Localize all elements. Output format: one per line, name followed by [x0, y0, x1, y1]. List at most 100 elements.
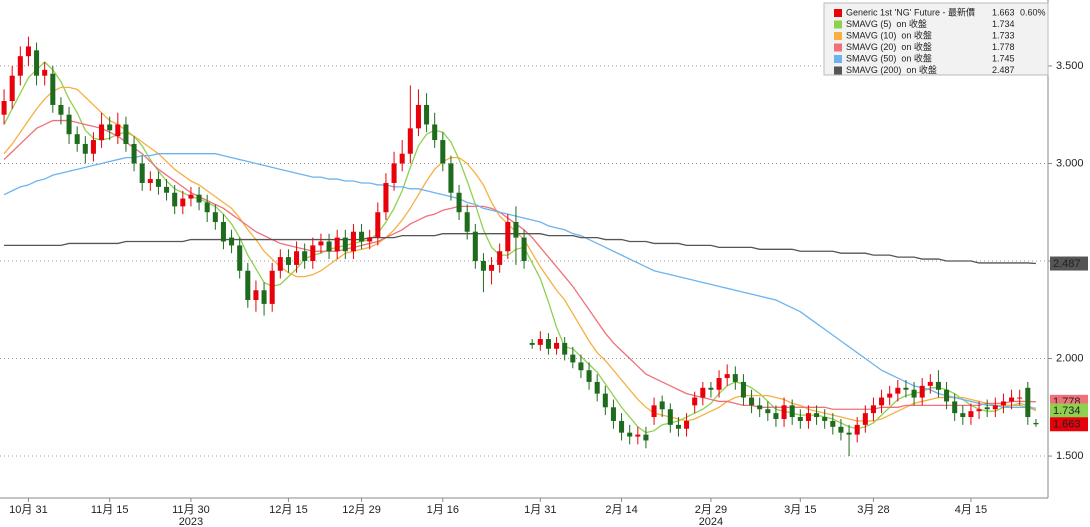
legend-label: SMAVG (20) on 收盤 — [846, 41, 932, 52]
year-label: 2024 — [699, 516, 723, 527]
legend-swatch — [834, 66, 842, 75]
candle-body — [131, 143, 137, 164]
candle-body — [781, 405, 787, 419]
value-flag-label: 1.663 — [1053, 419, 1081, 431]
candle-body — [627, 432, 633, 437]
candle-body — [180, 198, 186, 207]
candle-body — [432, 124, 438, 141]
candle-body — [1000, 401, 1006, 406]
candle-body — [830, 420, 836, 427]
candle-body — [724, 374, 730, 379]
candle-body — [74, 134, 80, 144]
candle-body — [537, 339, 543, 345]
candle-body — [237, 245, 243, 271]
candle-body — [805, 413, 811, 421]
candle-body — [1, 101, 7, 115]
candle-body — [253, 290, 259, 301]
candle-body — [123, 124, 129, 144]
value-flag-label: 2.487 — [1053, 258, 1081, 270]
candle-body — [424, 104, 430, 125]
candle-body — [318, 241, 324, 246]
ma-line — [3, 86, 1037, 422]
candle-body — [952, 401, 958, 414]
candle-body — [870, 405, 876, 414]
candle-body — [440, 140, 446, 164]
candle-body — [350, 231, 356, 252]
candle-body — [854, 424, 860, 435]
candle-body — [732, 374, 738, 382]
candle-body — [139, 163, 145, 183]
candle-body — [554, 342, 560, 349]
candle-body — [399, 153, 405, 164]
candle-body — [968, 411, 974, 418]
candle-body — [895, 387, 901, 394]
candle-body — [172, 192, 178, 207]
candle-body — [944, 389, 950, 402]
candle-body — [814, 413, 820, 418]
candle-body — [619, 420, 625, 433]
legend-label: Generic 1st 'NG' Future - 最新價 — [846, 6, 975, 17]
x-tick-label: 10月 31 — [9, 504, 48, 516]
candle-body — [310, 245, 316, 261]
candle-body — [164, 186, 170, 193]
ma-line — [3, 153, 1037, 409]
candle-body — [984, 407, 990, 410]
candle-body — [58, 104, 64, 115]
candle-body — [480, 260, 486, 271]
legend-label: SMAVG (200) on 收盤 — [846, 64, 937, 75]
candle-body — [529, 342, 535, 345]
candle-body — [407, 128, 413, 154]
candle-body — [1033, 422, 1039, 425]
x-tick-label: 3月 28 — [857, 504, 889, 516]
candle-body — [692, 397, 698, 406]
candle-body — [302, 251, 308, 261]
candle-body — [602, 393, 608, 408]
legend-value: 1.734 — [992, 19, 1015, 29]
candle-body — [220, 221, 226, 242]
legend-swatch — [834, 20, 842, 29]
legend-box — [823, 2, 1049, 76]
candle-body — [513, 221, 519, 238]
candle-body — [562, 342, 568, 355]
candle-body — [675, 424, 681, 429]
y-tick-label: 3.000 — [1056, 157, 1084, 169]
value-flag — [1050, 256, 1088, 271]
candle-body — [196, 194, 202, 203]
x-tick-label: 2月 29 — [695, 504, 727, 516]
year-label: 2023 — [179, 516, 203, 527]
candle-body — [464, 212, 470, 232]
legend-label: SMAVG (5) on 收盤 — [846, 18, 927, 29]
candle-body — [66, 114, 72, 135]
candle-body — [367, 237, 373, 242]
candle-body — [90, 140, 96, 154]
candle-body — [578, 362, 584, 371]
candle-body — [635, 434, 641, 437]
candle-body — [700, 387, 706, 398]
legend-value: 1.733 — [992, 30, 1015, 40]
x-tick-label: 4月 15 — [955, 504, 987, 516]
x-tick-label: 11月 15 — [91, 504, 129, 516]
legend: Generic 1st 'NG' Future - 最新價 1.663 0.60% S… — [823, 2, 1049, 76]
ma-line — [3, 119, 1036, 410]
candle-body — [261, 290, 267, 304]
candle-body — [749, 397, 755, 406]
candle-body — [82, 143, 88, 154]
candle-body — [391, 163, 397, 183]
candle-body — [505, 221, 511, 252]
candle-body — [716, 378, 722, 390]
candle-body — [229, 237, 235, 246]
ma-line — [4, 233, 1036, 265]
candle-body — [1017, 397, 1023, 399]
x-tick-label: 3月 15 — [784, 504, 816, 516]
candle-body — [99, 124, 105, 141]
x-tick-label: 1月 31 — [524, 504, 556, 516]
candle-body — [927, 381, 933, 386]
legend-swatch — [834, 43, 842, 52]
candle-body — [976, 409, 982, 412]
candle-body — [188, 194, 194, 199]
candle-body — [17, 56, 23, 76]
candle-body — [887, 393, 893, 398]
candle-body — [472, 231, 478, 261]
candle-body — [34, 50, 40, 76]
candle-body — [1009, 397, 1015, 402]
